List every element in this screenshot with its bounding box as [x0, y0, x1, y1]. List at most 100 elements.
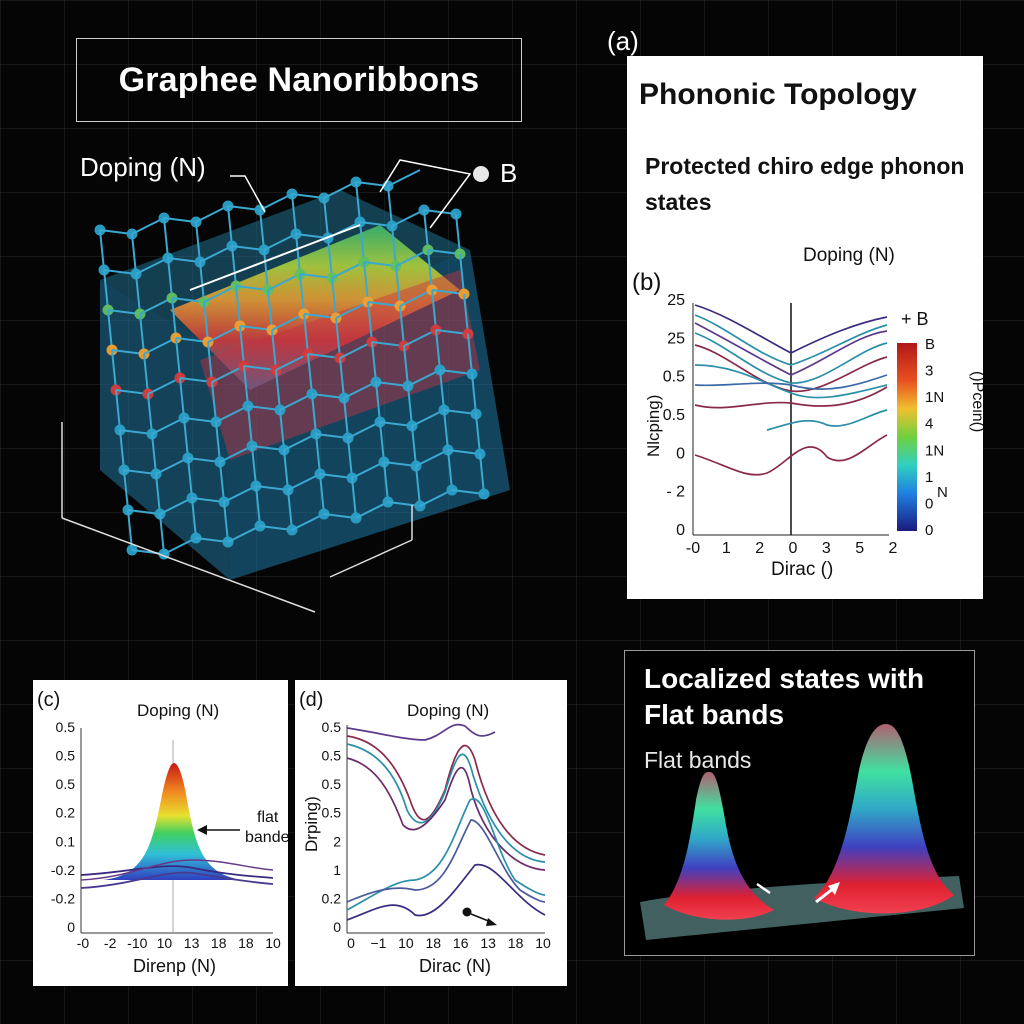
panel-b-band-curve: [694, 314, 888, 366]
lattice-bond: [131, 217, 165, 235]
lattice-bond: [331, 277, 337, 319]
lattice-bond: [435, 329, 441, 371]
localized-subtitle: Flat bands: [644, 747, 751, 773]
lattice-bond: [227, 205, 233, 247]
flat-band-arrowhead: [197, 825, 207, 835]
panel-d-chart: (d) Doping (N) 0.5 0.5 0.5 0.5 2 1 0.2 0 0 −1 10 1…: [299, 689, 551, 976]
lattice-bond: [363, 261, 369, 303]
lattice-bond: [287, 473, 321, 491]
panel-b-legend-top: + B: [901, 309, 929, 329]
panel-c-y-tick: -0.2: [51, 862, 75, 878]
main-title: Graphee Nanoribbons: [118, 60, 480, 99]
lattice-bond: [135, 257, 169, 275]
panel-d-x-tick: 10: [398, 935, 414, 951]
localized-title-line2: Flat bands: [644, 699, 784, 730]
lattice-bond: [351, 461, 385, 479]
lattice-bond: [303, 313, 309, 355]
lattice-bond: [339, 341, 373, 359]
lattice-bond: [147, 393, 153, 435]
lattice-bond: [227, 525, 261, 543]
lattice-bond: [343, 397, 349, 439]
lattice-bond: [291, 193, 297, 235]
panel-d-title: Doping (N): [407, 701, 489, 720]
lattice-bond: [151, 417, 185, 435]
lattice-bond: [179, 377, 185, 419]
lattice-bond: [347, 421, 381, 439]
lattice-bond: [243, 365, 249, 407]
lattice-bond: [411, 425, 417, 467]
localized-title: Localized states with Flat bands: [644, 663, 932, 730]
lattice-bond: [387, 185, 393, 227]
lattice-bond: [339, 357, 345, 399]
flat-band-peak: [103, 763, 243, 880]
panel-d-y-label: Drping): [302, 796, 321, 852]
main-title-box: Graphee Nanoribbons: [76, 38, 522, 122]
doping-label: Doping (N): [80, 152, 206, 182]
doping-callout-line: [230, 175, 266, 213]
lattice-bond: [283, 433, 317, 451]
panel-c-y-tick: 0.5: [56, 776, 76, 792]
lattice-bond: [387, 169, 421, 187]
panel-d-arrowhead: [486, 918, 497, 926]
panel-d: [295, 680, 567, 986]
lattice-bond: [347, 437, 353, 479]
panel-b-band-curve: [694, 332, 888, 384]
panel-b-band-curve: [694, 374, 888, 390]
lattice-bond: [159, 513, 165, 555]
lattice-bond: [263, 249, 269, 291]
lattice-bond: [111, 349, 117, 391]
flat-band-curve: [80, 871, 274, 889]
panel-b-x-tick: 0: [789, 540, 798, 557]
lattice-bond: [131, 233, 137, 275]
lattice-bond: [275, 353, 309, 371]
localized-arrow-small: [756, 882, 771, 895]
lattice-bond: [391, 209, 425, 227]
lattice-bond: [419, 489, 453, 507]
panel-c-x-tick: 10: [157, 935, 173, 951]
lattice-bond: [147, 377, 181, 395]
lattice-bond: [423, 209, 429, 251]
panel-d-band-curve: [346, 735, 546, 856]
panel-a-title: Phononic Topology: [639, 78, 917, 111]
lattice-bond: [455, 213, 461, 255]
panel-c-annotation: flat bande: [245, 809, 288, 846]
lattice-bond: [279, 409, 285, 451]
lattice-atom: [478, 488, 490, 500]
panel-d-band-curve: [346, 798, 546, 911]
lattice-bond: [135, 273, 141, 315]
panel-c-x-label: Direnp (N): [133, 956, 216, 976]
panel-d-y-tick: 0.5: [322, 776, 342, 792]
panel-b-y-tick: 0.5: [663, 369, 685, 386]
panel-d-x-tick: 18: [508, 935, 524, 951]
panel-b-y-tick: 25: [667, 292, 685, 309]
panel-d-x-tick: 0: [347, 935, 355, 951]
panel-d-y-tick: 0.5: [322, 805, 342, 821]
panel-b-letter: (b): [632, 269, 661, 296]
panel-b-band-curve: [694, 344, 888, 393]
lattice-bond: [467, 333, 473, 375]
guide-line: [329, 539, 413, 578]
lattice-bond: [199, 245, 233, 263]
panel-c-title: Doping (N): [137, 701, 219, 720]
lattice-bond: [171, 297, 177, 339]
lattice-bond: [271, 329, 277, 371]
lattice-bond: [103, 269, 109, 311]
lattice-bond: [223, 485, 257, 503]
lattice-bond: [263, 233, 297, 251]
lattice-bond: [287, 489, 293, 531]
panel-b-x-tick: 2: [755, 540, 764, 557]
lattice-bond: [155, 457, 189, 475]
panel-a-subtitle: Protected chiro edge phonon states: [645, 153, 965, 215]
panel-d-x-label: Dirac (N): [419, 956, 491, 976]
lattice-bond: [307, 353, 313, 395]
panel-b-y-tick: 0.5: [663, 407, 685, 424]
lattice-bond: [207, 325, 241, 343]
panel-c-y-tick: 0.2: [56, 805, 76, 821]
panel-d-y-tick: 0: [333, 919, 341, 935]
panel-b-top-label: Doping (N): [803, 245, 895, 266]
lattice-bond: [443, 409, 449, 451]
panel-d-band-curve: [346, 863, 546, 921]
lattice-bond: [379, 421, 385, 463]
lattice-bond: [399, 289, 433, 307]
